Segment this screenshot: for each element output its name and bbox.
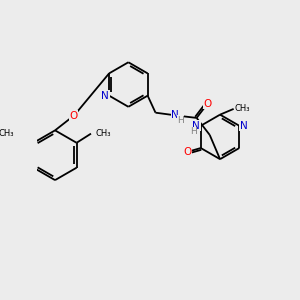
Text: O: O: [69, 111, 77, 121]
Text: CH₃: CH₃: [0, 129, 14, 138]
Text: N: N: [101, 91, 109, 101]
Text: CH₃: CH₃: [96, 129, 111, 138]
Text: O: O: [203, 98, 212, 109]
Text: N: N: [192, 121, 200, 131]
Text: N: N: [240, 121, 247, 131]
Text: H: H: [190, 127, 197, 136]
Text: O: O: [183, 147, 191, 157]
Text: CH₃: CH₃: [235, 104, 250, 113]
Text: H: H: [177, 116, 184, 124]
Text: N: N: [171, 110, 179, 120]
